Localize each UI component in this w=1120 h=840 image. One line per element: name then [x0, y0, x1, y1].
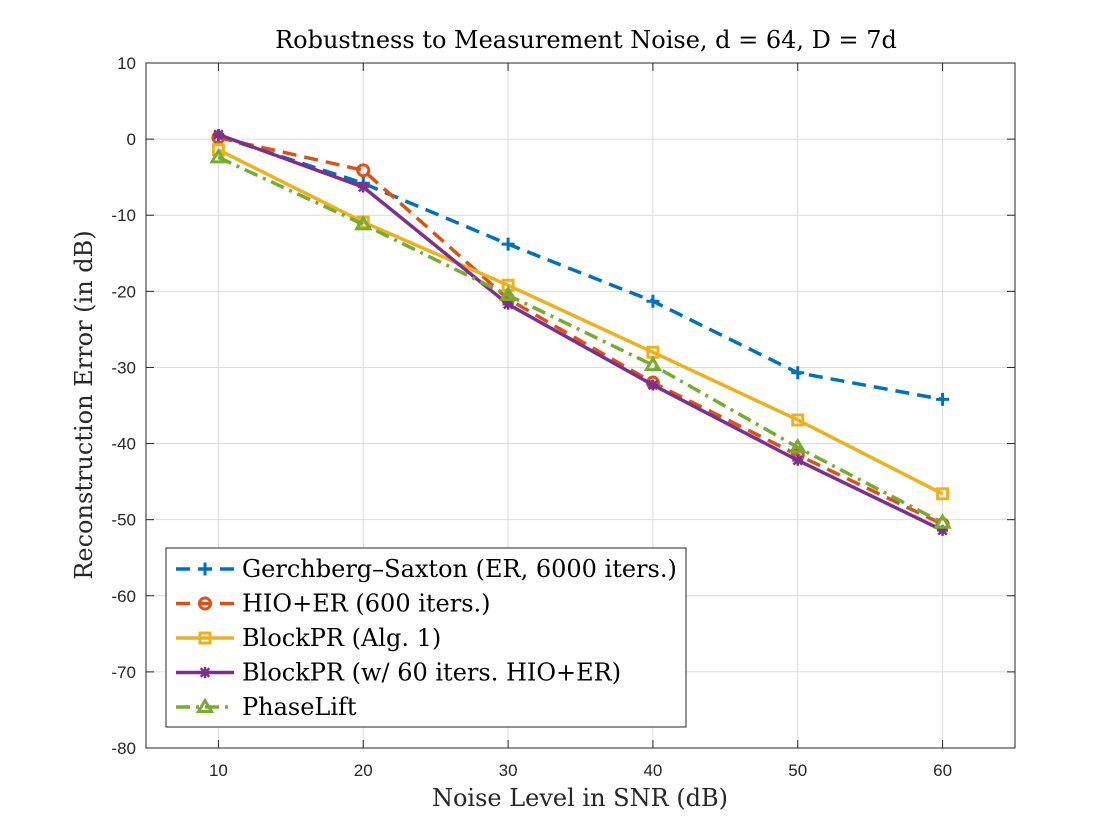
series-4 — [212, 129, 949, 536]
legend: Gerchberg–Saxton (ER, 6000 iters.) HIO+ER… — [165, 547, 687, 728]
axis-ticks: 10 20 30 40 50 60 10 0 -10 -20 -30 -40 -50 -60 -70 -80 — [111, 54, 1015, 780]
data-point-marker — [502, 298, 514, 310]
y-tick-label: -80 — [111, 739, 136, 758]
legend-box — [165, 547, 687, 728]
legend-label: BlockPR (Alg. 1) — [242, 624, 441, 652]
data-point-marker — [647, 379, 659, 391]
legend-item: PhaseLift — [176, 693, 357, 721]
legend-item: HIO+ER (600 iters.) — [176, 590, 491, 618]
plot-area-frame — [145, 62, 1016, 749]
legend-label: PhaseLift — [242, 693, 357, 721]
legend-label: Gerchberg–Saxton (ER, 6000 iters.) — [242, 555, 677, 583]
series-5 — [209, 147, 952, 529]
data-point-marker — [937, 524, 949, 536]
series-line — [217, 155, 944, 525]
data-point-marker — [643, 355, 663, 372]
data-point-marker — [356, 163, 371, 178]
data-point-marker — [788, 437, 807, 454]
legend-label: BlockPR (w/ 60 iters. HIO+ER) — [242, 659, 621, 687]
data-point-marker — [209, 147, 228, 164]
data-point-marker — [198, 596, 212, 611]
y-tick-label: -10 — [111, 206, 136, 225]
data-point-marker — [936, 487, 950, 501]
data-point-marker — [646, 294, 660, 308]
y-tick-label: 0 — [127, 130, 136, 149]
data-point-marker — [791, 413, 805, 427]
series-layer — [209, 129, 952, 536]
y-axis-label: Reconstruction Error (in dB) — [70, 230, 98, 579]
data-point-marker — [195, 697, 215, 713]
y-tick-label: -50 — [111, 511, 136, 530]
x-tick-label: 60 — [933, 761, 952, 780]
data-point-marker — [936, 392, 950, 406]
series-line — [217, 132, 944, 532]
legend-label: HIO+ER (600 iters.) — [242, 590, 491, 618]
x-tick-label: 10 — [209, 761, 228, 780]
legend-item: Gerchberg–Saxton (ER, 6000 iters.) — [176, 555, 677, 583]
x-tick-label: 30 — [499, 761, 518, 780]
y-tick-label: -70 — [111, 663, 136, 682]
data-point-marker — [357, 181, 369, 193]
x-tick-label: 40 — [643, 761, 662, 780]
y-tick-label: -40 — [111, 435, 136, 454]
series-line — [217, 148, 944, 496]
x-tick-label: 20 — [354, 761, 373, 780]
data-point-marker — [354, 214, 373, 231]
legend-item: BlockPR (Alg. 1) — [176, 624, 441, 652]
data-point-marker — [933, 513, 952, 529]
data-point-marker — [212, 129, 224, 141]
y-tick-label: -30 — [111, 358, 136, 377]
data-point-marker — [501, 237, 515, 251]
data-point-marker — [211, 143, 225, 157]
x-tick-label: 50 — [788, 761, 807, 780]
series-2 — [211, 130, 950, 532]
data-point-marker — [791, 366, 805, 380]
data-point-marker — [199, 667, 211, 678]
data-point-marker — [198, 562, 212, 576]
y-tick-label: 10 — [117, 54, 136, 73]
series-3 — [211, 143, 950, 501]
x-axis-label: Noise Level in SNR (dB) — [432, 784, 728, 812]
data-point-marker — [498, 285, 518, 302]
series-line — [217, 134, 943, 402]
y-tick-label: -60 — [111, 587, 136, 606]
data-point-marker — [792, 454, 804, 466]
legend-item: BlockPR (w/ 60 iters. HIO+ER) — [176, 659, 621, 687]
chart-title: Robustness to Measurement Noise, d = 64,… — [275, 26, 897, 54]
series-line — [218, 135, 944, 526]
data-point-marker — [198, 631, 212, 645]
y-tick-label: -20 — [111, 282, 136, 301]
